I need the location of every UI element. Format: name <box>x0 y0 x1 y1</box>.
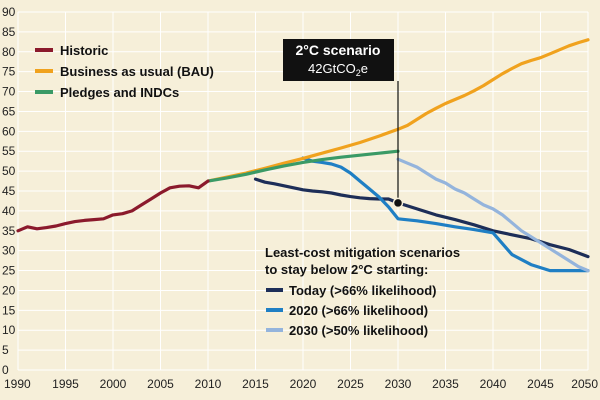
x-tick-label: 2020 <box>290 377 317 391</box>
y-tick-label: 80 <box>2 45 16 59</box>
x-tick-label: 1990 <box>4 377 31 391</box>
legend-label: Historic <box>60 43 108 58</box>
y-tick-label: 30 <box>2 244 16 258</box>
y-tick-label: 50 <box>2 164 16 178</box>
x-tick-label: 2050 <box>571 377 598 391</box>
x-tick-label: 2015 <box>242 377 269 391</box>
x-tick-label: 2045 <box>527 377 554 391</box>
y-tick-label: 65 <box>2 104 16 118</box>
x-tick-label: 2005 <box>147 377 174 391</box>
series-line-0 <box>16 179 210 233</box>
x-tick-label: 2025 <box>337 377 364 391</box>
y-tick-label: 70 <box>2 85 16 99</box>
scenario-legend-label: 2020 (>66% likelihood) <box>289 303 428 318</box>
series-lines <box>16 38 590 273</box>
y-tick-label: 45 <box>2 184 16 198</box>
x-tick-label: 2000 <box>100 377 127 391</box>
annotation-value: 42GtCO2e <box>308 61 368 78</box>
annotation-group: 2°C scenario 42GtCO2e <box>283 39 404 209</box>
y-tick-label: 40 <box>2 204 16 218</box>
x-tick-label: 2040 <box>480 377 507 391</box>
y-tick-label: 25 <box>2 264 16 278</box>
annotation-box <box>283 39 394 81</box>
annotation-value-suffix: e <box>361 61 368 76</box>
annotation-marker <box>392 197 404 209</box>
y-tick-label: 15 <box>2 303 16 317</box>
y-tick-label: 35 <box>2 224 16 238</box>
series-line-5 <box>396 157 590 273</box>
y-tick-label: 10 <box>2 323 16 337</box>
y-tick-label: 55 <box>2 144 16 158</box>
annotation-value-main: 42GtCO <box>308 61 356 76</box>
scenario-legend-label: 2030 (>50% likelihood) <box>289 323 428 338</box>
y-tick-label: 90 <box>2 5 16 19</box>
scenario-legend-title-line2: to stay below 2°C starting: <box>265 262 428 277</box>
series-line-1 <box>206 38 590 183</box>
axis-ticks: 0510152025303540455055606570758085901990… <box>2 5 598 391</box>
y-tick-label: 85 <box>2 25 16 39</box>
y-tick-label: 5 <box>2 343 9 357</box>
annotation-value-subscript: 2 <box>356 68 361 78</box>
x-tick-label: 2010 <box>195 377 222 391</box>
y-tick-label: 75 <box>2 65 16 79</box>
annotation-title: 2°C scenario <box>296 42 381 58</box>
y-tick-label: 20 <box>2 283 16 297</box>
legend: Historic Business as usual (BAU) Pledges a… <box>35 43 214 100</box>
y-tick-label: 60 <box>2 124 16 138</box>
y-tick-label: 0 <box>2 363 9 377</box>
series-line-3 <box>253 177 590 259</box>
x-tick-label: 2035 <box>432 377 459 391</box>
scenario-legend: Least-cost mitigation scenarios to stay … <box>265 245 460 338</box>
legend-label: Pledges and INDCs <box>60 85 179 100</box>
scenario-legend-title-line1: Least-cost mitigation scenarios <box>265 245 460 260</box>
series-line-2 <box>206 149 400 183</box>
x-tick-label: 1995 <box>52 377 79 391</box>
series-line-4 <box>301 156 590 273</box>
scenario-legend-label: Today (>66% likelihood) <box>289 283 436 298</box>
x-tick-label: 2030 <box>385 377 412 391</box>
legend-label: Business as usual (BAU) <box>60 64 214 79</box>
